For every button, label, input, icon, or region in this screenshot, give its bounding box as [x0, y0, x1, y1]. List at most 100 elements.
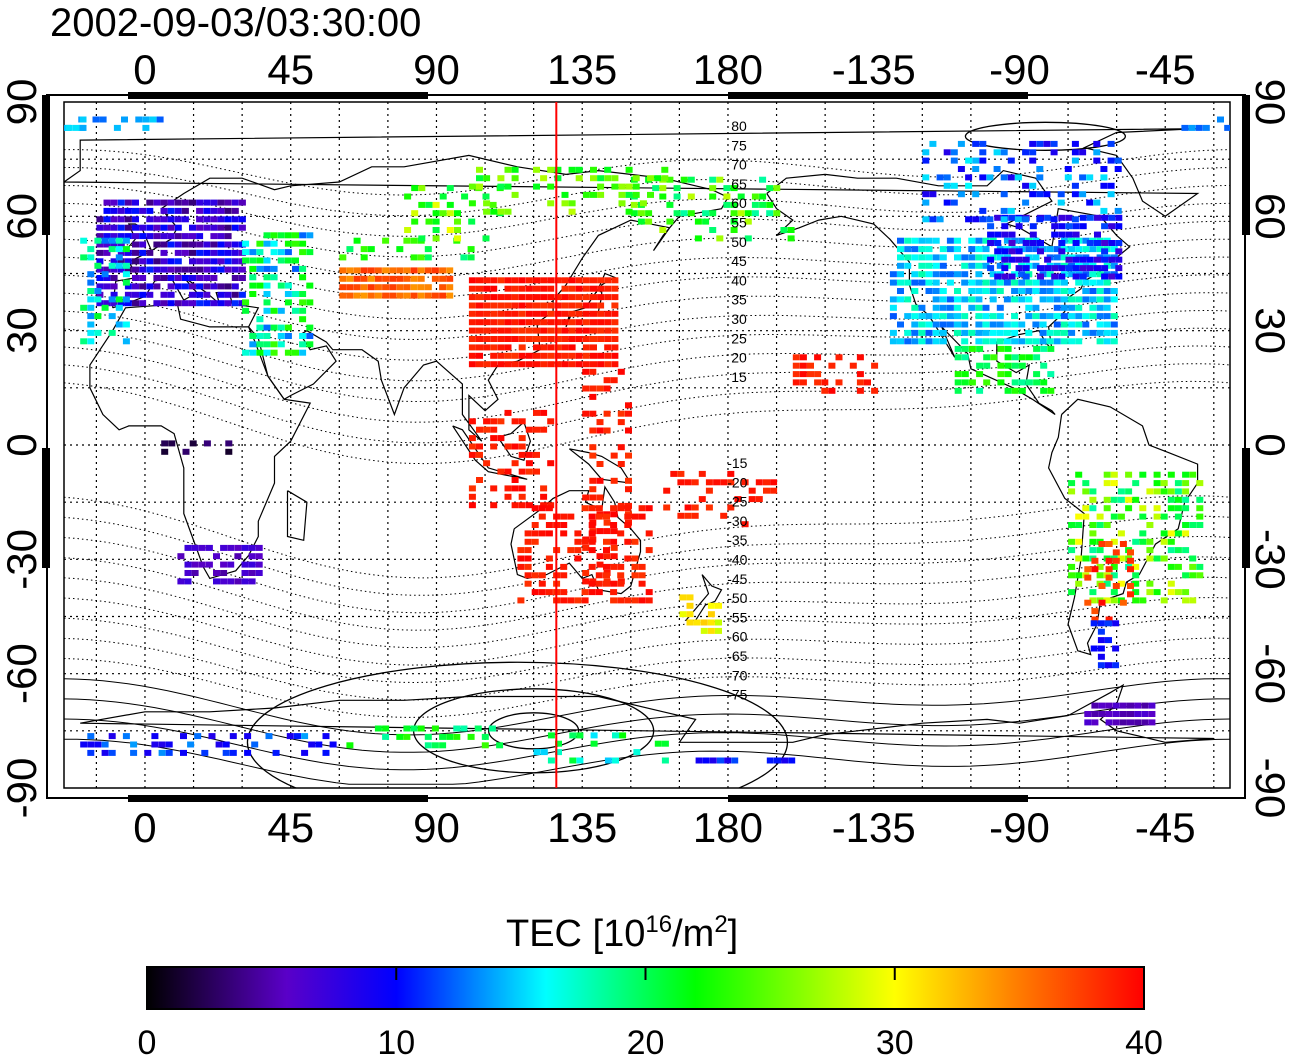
- tec-cell: [525, 285, 533, 292]
- tec-cell: [382, 725, 390, 732]
- tec-cell: [759, 193, 767, 200]
- tec-cell: [617, 505, 625, 512]
- tec-cell: [189, 291, 196, 298]
- tec-cell: [792, 354, 800, 361]
- tec-cell: [547, 294, 555, 301]
- tec-cell: [525, 468, 533, 475]
- tec-cell: [968, 379, 976, 386]
- tec-cell: [582, 191, 590, 198]
- tec-cell: [647, 175, 654, 182]
- tec-cell: [561, 191, 569, 198]
- tec-cell: [115, 246, 123, 253]
- pole-contour-ring: [964, 121, 1127, 151]
- tec-cell: [525, 426, 533, 433]
- tec-cell: [504, 361, 512, 368]
- tec-cell: [1108, 256, 1116, 263]
- tec-cell: [213, 578, 220, 585]
- tec-cell: [1029, 182, 1037, 189]
- tec-cell: [1084, 599, 1092, 606]
- tec-cell: [1044, 214, 1052, 221]
- tec-cell: [1001, 223, 1009, 230]
- tec-cell: [588, 522, 596, 528]
- tec-cell: [610, 563, 618, 570]
- tec-cell: [1060, 321, 1068, 328]
- tec-cell: [702, 210, 710, 217]
- top-axis-tick-label: 0: [133, 46, 156, 93]
- tec-cell: [574, 530, 582, 537]
- tec-cell: [897, 254, 904, 261]
- tec-cell: [110, 207, 118, 214]
- contour-label: -40: [727, 552, 747, 568]
- tec-cell: [950, 182, 958, 189]
- tec-cell: [360, 284, 368, 291]
- tec-cell: [997, 362, 1005, 369]
- tec-cell: [367, 267, 375, 274]
- tec-cell: [417, 284, 425, 291]
- tec-cell: [203, 258, 211, 265]
- bottom-axis-tick-label: 45: [267, 804, 314, 851]
- tec-cell: [569, 732, 577, 739]
- tec-cell: [476, 327, 483, 334]
- tec-cell: [638, 513, 646, 520]
- tec-cell: [255, 553, 263, 560]
- tec-cell: [625, 410, 632, 417]
- tec-cell: [1051, 231, 1059, 238]
- tec-cell: [946, 321, 954, 328]
- tec-cell: [954, 387, 962, 394]
- tec-cell: [1032, 288, 1040, 294]
- tec-cell: [299, 274, 307, 281]
- tec-cell: [87, 271, 95, 278]
- tec-cell: [481, 733, 489, 740]
- tec-cell: [1082, 313, 1090, 320]
- tec-cell: [1160, 555, 1168, 562]
- tec-cell: [158, 741, 166, 748]
- tec-cell: [986, 174, 994, 181]
- tec-cell: [547, 732, 555, 739]
- tec-cell: [950, 149, 958, 156]
- tec-cell: [943, 182, 951, 189]
- tec-cell: [1047, 387, 1055, 394]
- tec-cell: [1068, 563, 1076, 570]
- tec-cell: [1008, 256, 1016, 263]
- tec-cell: [625, 452, 632, 459]
- tec-cell: [545, 522, 553, 528]
- tec-cell: [1064, 174, 1072, 181]
- tec-cell: [203, 207, 211, 214]
- tec-cell: [518, 336, 526, 342]
- tec-cell: [581, 505, 589, 512]
- tec-cell: [153, 266, 161, 273]
- tec-cell: [972, 191, 980, 198]
- tec-cell: [1153, 589, 1161, 596]
- tec-cell: [132, 249, 139, 256]
- tec-cell: [389, 292, 397, 299]
- tec-cell: [618, 183, 626, 190]
- tec-cell: [122, 338, 130, 345]
- tec-cell: [961, 279, 969, 286]
- tec-cell: [139, 300, 147, 307]
- tec-cell: [631, 572, 639, 579]
- tec-cell: [382, 275, 390, 282]
- tec-cell: [203, 440, 211, 447]
- tec-cell: [256, 324, 264, 331]
- tec-cell: [1125, 496, 1133, 503]
- tec-cell: [360, 267, 368, 274]
- tec-cell: [547, 344, 555, 351]
- tec-cell: [153, 300, 161, 307]
- tec-cell: [961, 271, 969, 278]
- tec-cell: [103, 233, 111, 240]
- tec-cell: [1089, 279, 1097, 286]
- tec-cell: [939, 313, 947, 320]
- tec-cell: [1196, 572, 1204, 579]
- tec-cell: [1089, 530, 1097, 537]
- tec-cell: [939, 271, 947, 278]
- tec-cell: [983, 362, 991, 369]
- tec-cell: [1068, 338, 1076, 345]
- tec-cell: [939, 262, 947, 269]
- tec-cell: [897, 279, 904, 286]
- tec-cell: [617, 580, 625, 587]
- tec-cell: [1096, 246, 1104, 253]
- tec-cell: [582, 277, 590, 284]
- tec-cell: [582, 385, 590, 392]
- tec-cell: [468, 319, 476, 326]
- tec-cell: [575, 285, 583, 292]
